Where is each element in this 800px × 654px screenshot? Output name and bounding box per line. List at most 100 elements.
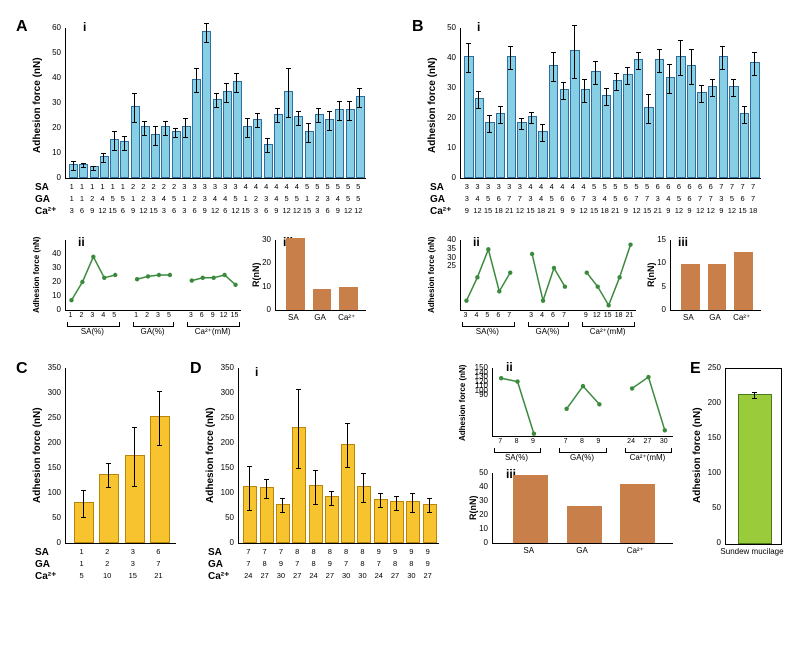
bar bbox=[475, 98, 485, 178]
xtick: 1 bbox=[134, 312, 138, 319]
row-label: Ca²⁺ bbox=[35, 571, 56, 582]
ytick: 40 bbox=[468, 482, 488, 491]
ytick: 50 bbox=[41, 513, 61, 522]
xtick: 9 bbox=[279, 559, 283, 568]
ytick: 10 bbox=[41, 291, 61, 300]
xtick: 5 bbox=[346, 182, 350, 191]
row-label: Ca²⁺ bbox=[208, 571, 229, 582]
ytick: 10 bbox=[468, 524, 488, 533]
bar bbox=[150, 416, 170, 543]
xtick: 2 bbox=[192, 194, 196, 203]
xtick: Ca²⁺ bbox=[338, 313, 355, 322]
xtick: GA bbox=[314, 313, 326, 322]
xtick: 12 bbox=[516, 206, 524, 215]
error-bar bbox=[216, 93, 217, 108]
error-bar bbox=[298, 111, 299, 126]
bar bbox=[560, 89, 570, 178]
error-bar bbox=[712, 79, 713, 97]
xtick: 3 bbox=[254, 206, 258, 215]
error-bar bbox=[267, 138, 268, 153]
bar bbox=[507, 56, 517, 178]
xtick: 3 bbox=[131, 547, 135, 556]
xtick: SA bbox=[683, 313, 694, 322]
error-bar bbox=[648, 94, 649, 124]
xtick: 5 bbox=[346, 194, 350, 203]
xtick: 3 bbox=[719, 194, 723, 203]
bar bbox=[151, 134, 160, 179]
bar bbox=[406, 501, 420, 543]
xtick: 7 bbox=[719, 182, 723, 191]
xtick: 9 bbox=[211, 312, 215, 319]
xtick: 2 bbox=[141, 194, 145, 203]
group-label: SA(%) bbox=[476, 327, 499, 336]
xtick: 15 bbox=[590, 206, 598, 215]
error-bar bbox=[165, 121, 166, 136]
bar bbox=[74, 502, 94, 543]
error-bar bbox=[288, 68, 289, 118]
xtick: 30 bbox=[660, 438, 668, 445]
error-bar bbox=[553, 52, 554, 82]
error-bar bbox=[468, 43, 469, 73]
ytick: 10 bbox=[251, 282, 271, 291]
error-bar bbox=[175, 128, 176, 138]
ytick: 150 bbox=[41, 463, 61, 472]
error-bar bbox=[412, 493, 413, 513]
xtick: 3 bbox=[464, 312, 468, 319]
group-label: SA(%) bbox=[505, 453, 528, 462]
xtick: 4 bbox=[474, 312, 478, 319]
xtick: 6 bbox=[698, 182, 702, 191]
xtick: 24 bbox=[244, 571, 252, 580]
xtick: 3 bbox=[189, 312, 193, 319]
ytick: 200 bbox=[41, 438, 61, 447]
error-bar bbox=[429, 498, 430, 513]
xtick: 9 bbox=[377, 547, 381, 556]
group-label: Ca²⁺(mM) bbox=[630, 453, 666, 462]
xtick: 6 bbox=[677, 182, 681, 191]
xtick: 3 bbox=[486, 182, 490, 191]
error-bar bbox=[315, 470, 316, 505]
xtick: 4 bbox=[539, 194, 543, 203]
chart-Aiii bbox=[275, 240, 366, 311]
ytick: 0 bbox=[41, 173, 61, 182]
bar bbox=[90, 166, 99, 178]
ytick: 250 bbox=[41, 413, 61, 422]
xtick: 4 bbox=[254, 182, 258, 191]
xtick: 27 bbox=[424, 571, 432, 580]
error-bar bbox=[489, 115, 490, 133]
xtick: 6 bbox=[172, 206, 176, 215]
bar bbox=[620, 484, 655, 543]
xtick: 7 bbox=[562, 312, 566, 319]
xtick: 21 bbox=[548, 206, 556, 215]
xtick: 8 bbox=[515, 438, 519, 445]
xtick: 9 bbox=[131, 206, 135, 215]
xtick: 7 bbox=[751, 194, 755, 203]
bar bbox=[623, 74, 633, 178]
ytick: 30 bbox=[41, 263, 61, 272]
xtick: 7 bbox=[156, 559, 160, 568]
error-bar bbox=[347, 423, 348, 468]
ytick: 150 bbox=[468, 363, 488, 372]
xtick: 6 bbox=[666, 182, 670, 191]
error-bar bbox=[318, 108, 319, 123]
xtick: 12 bbox=[473, 206, 481, 215]
error-bar bbox=[638, 52, 639, 70]
bar bbox=[99, 474, 119, 544]
row-label: GA bbox=[208, 559, 223, 570]
bar bbox=[100, 156, 109, 178]
xtick: 9 bbox=[687, 206, 691, 215]
bar bbox=[356, 96, 365, 178]
xtick: 9 bbox=[409, 547, 413, 556]
xtick: 24 bbox=[309, 571, 317, 580]
xtick: 1 bbox=[90, 182, 94, 191]
xtick: 3 bbox=[192, 182, 196, 191]
xtick: GA bbox=[576, 546, 588, 555]
error-bar bbox=[185, 118, 186, 138]
ytick: 150 bbox=[214, 463, 234, 472]
ytick: 50 bbox=[701, 503, 721, 512]
xtick: 7 bbox=[279, 547, 283, 556]
xtick: 7 bbox=[581, 194, 585, 203]
ytick: 100 bbox=[214, 488, 234, 497]
ytick: 0 bbox=[41, 305, 61, 314]
error-bar bbox=[744, 106, 745, 124]
xtick: 2 bbox=[162, 182, 166, 191]
